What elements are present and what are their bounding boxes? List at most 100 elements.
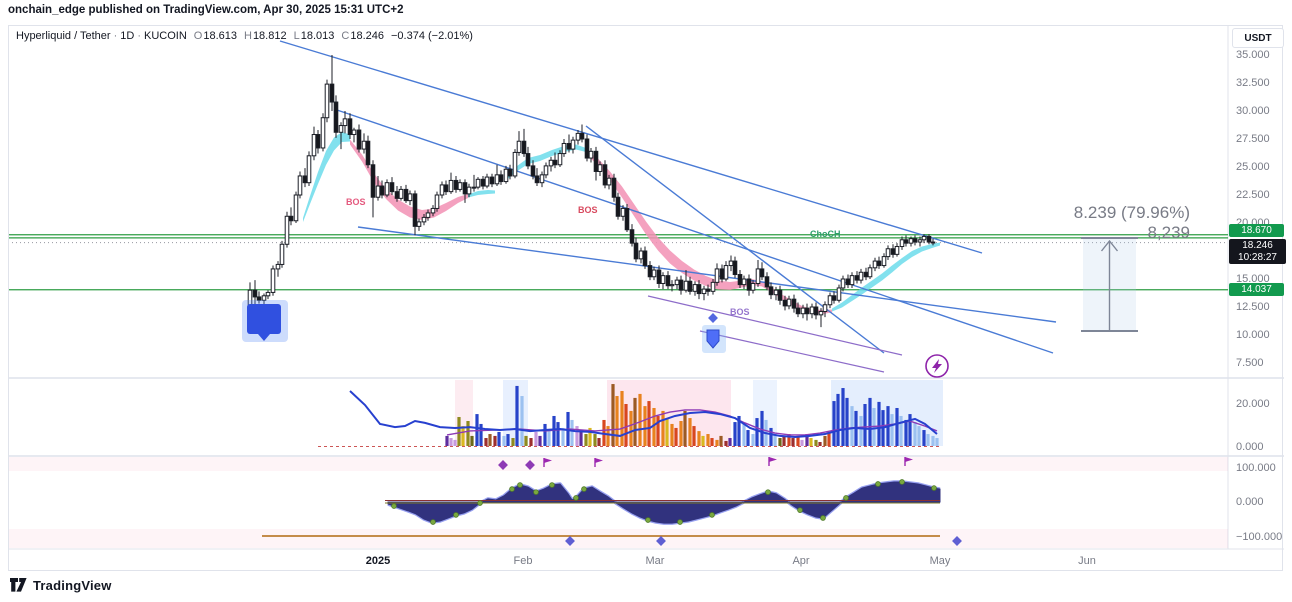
volume-bar <box>520 396 524 446</box>
volume-ma-blue <box>349 390 938 438</box>
measure-tool-readout[interactable]: 8.239 (79.96%) 8,239 <box>1073 203 1190 242</box>
candle-down <box>412 193 418 227</box>
volume-bar <box>787 434 791 446</box>
candle-down <box>389 182 395 193</box>
candle-up <box>543 165 549 176</box>
candle-up <box>561 142 567 155</box>
candle-up <box>516 140 522 153</box>
volume-bar <box>547 430 551 446</box>
bos-label-3[interactable]: BOS <box>730 307 750 317</box>
choch-label[interactable]: ChoCH <box>810 229 841 239</box>
candle-up <box>279 243 285 265</box>
pivot-dot <box>797 507 803 513</box>
volume-bar <box>647 401 651 446</box>
pivot-dot <box>573 495 579 501</box>
volume-bar <box>588 427 592 446</box>
time-axis-area[interactable] <box>8 549 1228 572</box>
volume-bar <box>575 426 579 446</box>
bos-label-1[interactable]: BOS <box>346 197 366 207</box>
candle-down <box>602 164 608 186</box>
candle-up <box>265 291 271 297</box>
volume-bar <box>818 442 822 446</box>
candles-layer <box>247 55 936 332</box>
volume-bar <box>809 438 813 446</box>
candle-down <box>315 134 321 149</box>
candle-down <box>579 132 585 140</box>
volume-bar <box>638 393 642 446</box>
signal-box <box>247 304 281 334</box>
change-value: −0.374 (−2.01%) <box>390 30 473 42</box>
volume-bar <box>683 410 687 446</box>
candle-up <box>858 271 864 281</box>
candle-up <box>885 248 891 258</box>
candle-up <box>457 182 463 190</box>
volume-bar <box>710 438 714 446</box>
volume-bar <box>895 407 899 446</box>
volume-bar <box>791 438 795 446</box>
candle-up <box>840 278 846 289</box>
volume-bar <box>706 434 710 446</box>
candle-down <box>347 118 353 136</box>
tradingview-brand-text: TradingView <box>33 578 112 593</box>
candle-down <box>489 176 495 185</box>
symbol-legend[interactable]: Hyperliquid / Tether · 1D · KUCOIN O18.613 H18… <box>16 30 473 42</box>
volume-bar <box>534 431 538 446</box>
horizontal-level-lines[interactable] <box>8 234 1228 291</box>
pivot-dot <box>899 479 905 485</box>
volume-bar <box>524 435 528 446</box>
volume-bar <box>665 418 669 446</box>
volume-bar <box>805 434 809 446</box>
price-tick: 0.000 <box>1236 441 1264 453</box>
volume-bar <box>899 415 903 446</box>
candle-up <box>714 268 720 283</box>
bar-countdown: 10:28:27 <box>1238 251 1277 263</box>
volume-bar <box>466 421 470 446</box>
candle-up <box>320 117 326 149</box>
symbol-name[interactable]: Hyperliquid / Tether <box>16 30 111 42</box>
candle-down <box>534 175 540 184</box>
main-chart-pane[interactable] <box>8 25 1228 377</box>
main-pane-markers[interactable] <box>242 300 949 378</box>
volume-bar <box>611 384 615 446</box>
currency-toggle-button[interactable]: USDT <box>1232 28 1284 48</box>
volume-bar <box>782 435 786 446</box>
measure-tool[interactable] <box>1081 237 1138 332</box>
volume-bar <box>773 434 777 446</box>
candle-down <box>768 286 774 296</box>
high-value: 18.812 <box>252 30 287 42</box>
volume-bar <box>561 427 565 446</box>
volume-bar <box>511 438 515 446</box>
volume-bar <box>733 422 737 446</box>
volume-bar <box>479 423 483 446</box>
tradingview-attribution[interactable]: TradingView <box>10 578 112 593</box>
interval[interactable]: 1D <box>120 30 135 42</box>
candle-down <box>804 307 810 315</box>
volume-pane[interactable] <box>8 379 1228 455</box>
volume-bar <box>688 418 692 446</box>
trend-lines[interactable] <box>279 40 1057 373</box>
candle-up <box>407 193 413 202</box>
volume-bar <box>868 397 872 446</box>
volume-bar <box>814 439 818 446</box>
pivot-dot <box>430 519 436 525</box>
candle-up <box>297 175 303 196</box>
candle-down <box>813 306 819 316</box>
candle-up <box>651 269 657 278</box>
candle-down <box>795 307 801 315</box>
volume-bar <box>728 438 732 446</box>
volume-bar <box>538 435 542 446</box>
volume-bar <box>679 421 683 446</box>
exchange: KUCOIN <box>143 30 187 42</box>
volume-bar <box>724 440 728 446</box>
volume-bar <box>579 431 583 446</box>
bos-label-2[interactable]: BOS <box>578 205 598 215</box>
oscillator-pane[interactable] <box>8 457 1228 549</box>
volume-bar <box>746 430 750 446</box>
flag-signal-icon <box>544 458 552 463</box>
candle-up <box>270 268 276 293</box>
candle-down <box>593 150 599 172</box>
volume-bar <box>836 393 840 446</box>
price-axis-area[interactable] <box>1228 50 1292 549</box>
